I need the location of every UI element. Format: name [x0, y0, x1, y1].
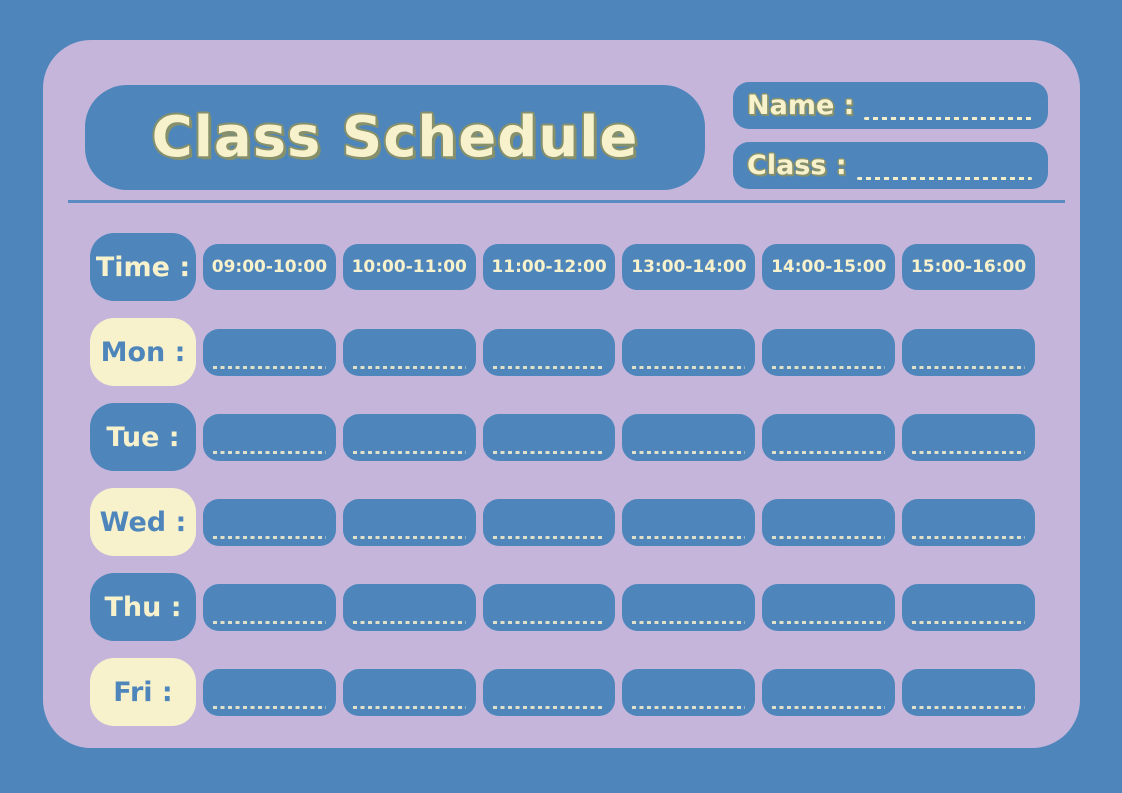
time-slot: 13:00-14:00 — [622, 244, 756, 290]
schedule-cell[interactable] — [622, 498, 756, 546]
day-label-tue: Tue : — [90, 403, 196, 471]
schedule-cell[interactable] — [902, 498, 1035, 546]
schedule-cell[interactable] — [902, 668, 1035, 716]
cell-fill-in-line — [632, 535, 746, 539]
time-slot: 10:00-11:00 — [342, 244, 476, 290]
schedule-cell[interactable] — [762, 413, 896, 461]
title-box: Class Schedule — [85, 85, 705, 190]
cell-fill-in-line — [492, 705, 606, 709]
day-label-fri: Fri : — [90, 658, 196, 726]
cell-fill-in-line — [492, 365, 606, 369]
schedule-cell[interactable] — [203, 328, 336, 376]
schedule-cell[interactable] — [342, 498, 476, 546]
day-label-wed: Wed : — [90, 488, 196, 556]
cell-fill-in-line — [352, 450, 466, 454]
cell-fill-in-line — [352, 365, 466, 369]
cell-fill-in-line — [492, 535, 606, 539]
schedule-cell[interactable] — [902, 413, 1035, 461]
cell-fill-in-line — [632, 620, 746, 624]
name-input-line[interactable] — [864, 117, 1032, 120]
cell-fill-in-line — [213, 620, 326, 624]
schedule-cell[interactable] — [482, 583, 616, 631]
cell-fill-in-line — [352, 705, 466, 709]
schedule-cell[interactable] — [622, 413, 756, 461]
schedule-cell[interactable] — [482, 498, 616, 546]
cell-fill-in-line — [213, 535, 326, 539]
class-input-line[interactable] — [856, 177, 1032, 180]
schedule-cell[interactable] — [342, 413, 476, 461]
schedule-cell[interactable] — [482, 668, 616, 716]
schedule-cell[interactable] — [203, 498, 336, 546]
divider-line — [68, 200, 1065, 203]
cell-fill-in-line — [772, 705, 886, 709]
schedule-cell[interactable] — [342, 328, 476, 376]
time-slot: 14:00-15:00 — [762, 244, 896, 290]
time-header-label: Time : — [90, 233, 196, 301]
cell-fill-in-line — [213, 705, 326, 709]
schedule-cell[interactable] — [762, 668, 896, 716]
page-title: Class Schedule — [151, 105, 639, 170]
cell-fill-in-line — [632, 450, 746, 454]
cell-fill-in-line — [772, 535, 886, 539]
schedule-cell[interactable] — [203, 583, 336, 631]
schedule-grid: Time :09:00-10:00 10:00-11:00 11:00-12:00 1… — [90, 233, 1035, 726]
schedule-cell[interactable] — [342, 583, 476, 631]
day-label-mon: Mon : — [90, 318, 196, 386]
class-field[interactable]: Class : — [733, 142, 1048, 189]
cell-fill-in-line — [492, 620, 606, 624]
time-slot: 09:00-10:00 — [203, 244, 336, 290]
day-label-thu: Thu : — [90, 573, 196, 641]
cell-fill-in-line — [772, 450, 886, 454]
schedule-cell[interactable] — [203, 668, 336, 716]
schedule-card: Class Schedule Name : Class : Time :09:0… — [43, 40, 1080, 748]
schedule-cell[interactable] — [622, 668, 756, 716]
cell-fill-in-line — [352, 535, 466, 539]
schedule-cell[interactable] — [762, 498, 896, 546]
schedule-cell[interactable] — [622, 328, 756, 376]
name-label: Name : — [747, 90, 855, 121]
cell-fill-in-line — [352, 620, 466, 624]
header-fields: Name : Class : — [733, 82, 1048, 202]
name-field[interactable]: Name : — [733, 82, 1048, 129]
cell-fill-in-line — [213, 365, 326, 369]
schedule-cell[interactable] — [342, 668, 476, 716]
schedule-cell[interactable] — [203, 413, 336, 461]
cell-fill-in-line — [912, 620, 1025, 624]
class-label: Class : — [747, 150, 847, 181]
cell-fill-in-line — [492, 450, 606, 454]
cell-fill-in-line — [912, 705, 1025, 709]
schedule-cell[interactable] — [482, 328, 616, 376]
cell-fill-in-line — [213, 450, 326, 454]
schedule-cell[interactable] — [902, 328, 1035, 376]
cell-fill-in-line — [912, 450, 1025, 454]
cell-fill-in-line — [772, 365, 886, 369]
cell-fill-in-line — [632, 365, 746, 369]
schedule-cell[interactable] — [762, 328, 896, 376]
schedule-cell[interactable] — [622, 583, 756, 631]
cell-fill-in-line — [912, 535, 1025, 539]
schedule-cell[interactable] — [482, 413, 616, 461]
time-slot: 11:00-12:00 — [482, 244, 616, 290]
schedule-cell[interactable] — [902, 583, 1035, 631]
time-slot: 15:00-16:00 — [902, 244, 1035, 290]
cell-fill-in-line — [632, 705, 746, 709]
cell-fill-in-line — [772, 620, 886, 624]
cell-fill-in-line — [912, 365, 1025, 369]
schedule-cell[interactable] — [762, 583, 896, 631]
